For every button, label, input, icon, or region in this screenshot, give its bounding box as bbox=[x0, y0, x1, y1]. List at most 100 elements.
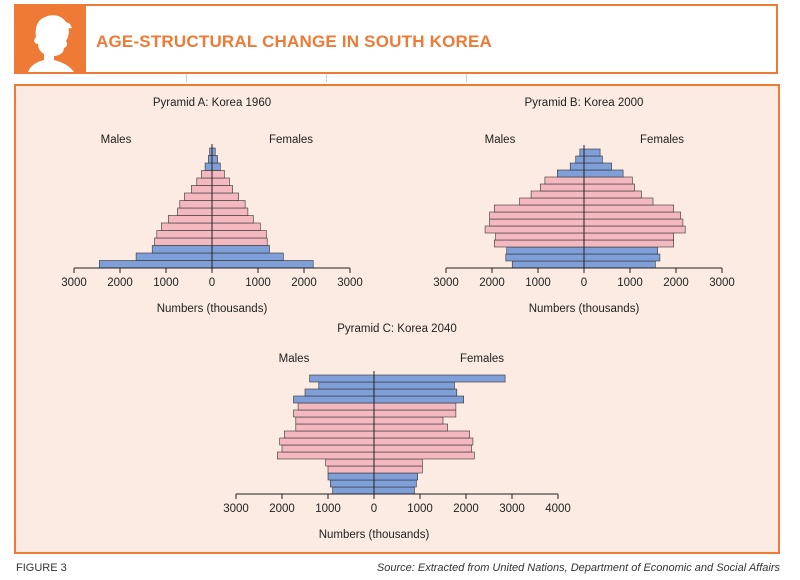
bar-female bbox=[211, 252, 284, 261]
tick-label: 2000 bbox=[479, 277, 505, 289]
bar-female bbox=[373, 437, 474, 446]
tick-label: 1000 bbox=[315, 503, 341, 515]
bar-male bbox=[293, 395, 375, 404]
bar-female bbox=[211, 185, 234, 194]
bar-female bbox=[583, 211, 681, 220]
tick-label: 1000 bbox=[153, 277, 179, 289]
bar-female bbox=[373, 472, 419, 481]
bar-male bbox=[281, 444, 375, 453]
tick-label: 1000 bbox=[525, 277, 551, 289]
tick-label: 2000 bbox=[107, 277, 133, 289]
bar-female bbox=[373, 388, 458, 397]
figure-header: AGE-STRUCTURAL CHANGE IN SOUTH KOREA bbox=[14, 4, 778, 74]
bar-male bbox=[168, 215, 213, 224]
bar-female bbox=[211, 260, 314, 269]
tick-label: 0 bbox=[581, 277, 587, 289]
tick-label: 0 bbox=[371, 503, 377, 515]
tick-label: 2000 bbox=[269, 503, 295, 515]
bar-male bbox=[318, 381, 375, 390]
bar-female bbox=[583, 204, 674, 213]
tick-label: 3000 bbox=[337, 277, 363, 289]
x-axis-label: Numbers (thousands) bbox=[157, 303, 268, 315]
bar-male bbox=[196, 177, 213, 186]
bar-male bbox=[530, 190, 585, 199]
bar-male bbox=[208, 155, 213, 164]
header-divider bbox=[186, 74, 187, 82]
chart-title: Pyramid A: Korea 1960 bbox=[153, 97, 271, 109]
bar-female bbox=[583, 197, 654, 206]
bar-male bbox=[327, 465, 375, 474]
bar-male bbox=[484, 225, 585, 234]
bar-male bbox=[279, 437, 375, 446]
females-label: Females bbox=[640, 134, 684, 146]
bar-female bbox=[211, 177, 230, 186]
bar-male bbox=[493, 204, 585, 213]
bar-female bbox=[211, 222, 261, 231]
bar-male bbox=[539, 183, 585, 192]
bar-female bbox=[373, 416, 444, 425]
bar-female bbox=[211, 200, 246, 209]
bar-female bbox=[373, 465, 423, 474]
tick-label: 2000 bbox=[291, 277, 317, 289]
bar-female bbox=[583, 148, 601, 157]
bar-female bbox=[583, 218, 684, 227]
bar-female bbox=[211, 155, 218, 164]
tick-label: 3000 bbox=[499, 503, 525, 515]
bar-male bbox=[293, 409, 375, 418]
bar-male bbox=[544, 176, 585, 185]
bar-female bbox=[373, 451, 475, 460]
figure-label: FIGURE 3 bbox=[16, 562, 67, 574]
bar-male bbox=[191, 185, 213, 194]
bar-female bbox=[373, 458, 423, 467]
bar-male bbox=[201, 170, 213, 179]
x-axis-label: Numbers (thousands) bbox=[529, 303, 640, 315]
bar-male bbox=[557, 169, 585, 178]
bar-male bbox=[332, 486, 375, 495]
males-label: Males bbox=[101, 134, 132, 146]
tick-label: 0 bbox=[209, 277, 215, 289]
bar-female bbox=[211, 162, 221, 171]
bar-male bbox=[184, 192, 213, 201]
header-divider bbox=[326, 74, 327, 82]
bar-male bbox=[99, 260, 213, 269]
tick-label: 3000 bbox=[61, 277, 87, 289]
bar-male bbox=[151, 245, 213, 254]
bar-female bbox=[583, 169, 624, 178]
bar-female bbox=[583, 190, 642, 199]
bar-male bbox=[161, 222, 213, 231]
bar-female bbox=[583, 225, 686, 234]
tick-label: 2000 bbox=[453, 503, 479, 515]
bar-female bbox=[583, 232, 674, 241]
pyramids-svg: 3000 2000 1000 0 1000 2000 3000 Pyramid A: Kore… bbox=[61, 97, 735, 541]
bar-male bbox=[135, 252, 213, 261]
bar-female bbox=[373, 430, 470, 439]
bar-female bbox=[583, 162, 612, 171]
bar-female bbox=[211, 215, 254, 224]
bar-male bbox=[489, 211, 585, 220]
bar-male bbox=[177, 207, 213, 216]
bar-male bbox=[295, 423, 375, 432]
bar-female bbox=[211, 192, 239, 201]
bar-male bbox=[309, 374, 375, 383]
bar-female bbox=[373, 479, 417, 488]
bar-female bbox=[373, 381, 455, 390]
chart-title: Pyramid C: Korea 2040 bbox=[337, 323, 457, 335]
source-note: Source: Extracted from United Nations, D… bbox=[376, 562, 780, 574]
bar-female bbox=[583, 246, 658, 255]
bar-female bbox=[373, 409, 457, 418]
page-title: AGE-STRUCTURAL CHANGE IN SOUTH KOREA bbox=[96, 32, 493, 51]
bar-male bbox=[569, 162, 585, 171]
bar-female bbox=[373, 444, 472, 453]
tick-label: 4000 bbox=[545, 503, 571, 515]
bar-male bbox=[156, 230, 213, 239]
bar-male bbox=[329, 479, 375, 488]
tick-label: 1000 bbox=[617, 277, 643, 289]
bar-female bbox=[373, 423, 448, 432]
bar-female bbox=[583, 253, 661, 262]
tick-label: 3000 bbox=[709, 277, 735, 289]
bar-male bbox=[579, 148, 585, 157]
bar-female bbox=[211, 230, 267, 239]
bar-male bbox=[179, 200, 213, 209]
person-silhouette-icon bbox=[16, 6, 86, 72]
bar-female bbox=[373, 486, 415, 495]
